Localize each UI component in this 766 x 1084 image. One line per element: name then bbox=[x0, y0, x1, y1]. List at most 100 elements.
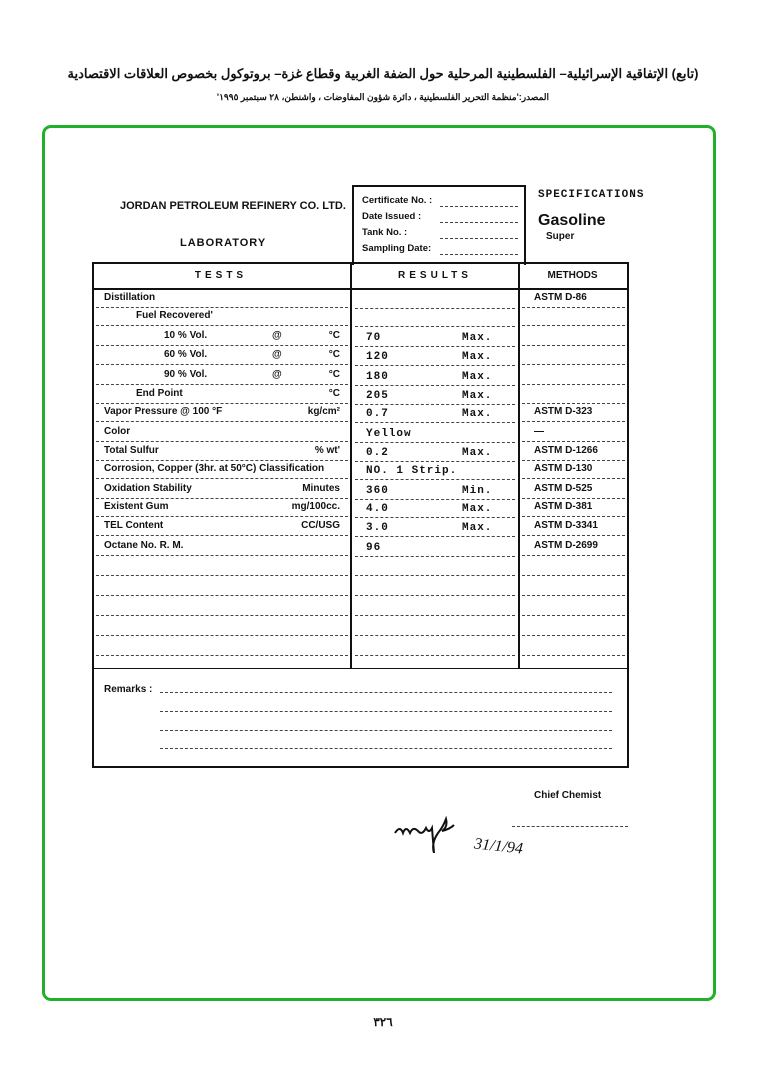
row-line bbox=[355, 499, 515, 500]
result-value: 205 bbox=[366, 390, 389, 402]
row-line bbox=[355, 517, 515, 518]
result-value: Yellow bbox=[366, 428, 412, 440]
test-name: End Point bbox=[136, 388, 183, 399]
result-value: 4.0 bbox=[366, 503, 389, 515]
row-line bbox=[96, 555, 348, 556]
test-name: Corrosion, Copper (3hr. at 50°C) Classif… bbox=[104, 463, 325, 474]
test-unit: °C bbox=[328, 388, 340, 399]
row-line bbox=[355, 655, 515, 656]
row-line bbox=[522, 325, 625, 326]
product-name: Gasoline bbox=[538, 212, 606, 229]
col-divider bbox=[350, 262, 352, 668]
remarks-line bbox=[160, 711, 612, 712]
row-line bbox=[355, 442, 515, 443]
result-limit: Max. bbox=[462, 522, 493, 534]
row-line bbox=[522, 595, 625, 596]
row-line bbox=[355, 404, 515, 405]
row-line bbox=[96, 595, 348, 596]
result-limit: Max. bbox=[462, 371, 493, 383]
result-limit: Max. bbox=[462, 447, 493, 459]
test-method: ASTM D-1266 bbox=[534, 445, 598, 456]
row-line bbox=[522, 307, 625, 308]
remarks-line bbox=[160, 730, 612, 731]
test-unit: mg/100cc. bbox=[291, 501, 340, 512]
row-line bbox=[96, 498, 348, 499]
signature-line bbox=[512, 826, 628, 827]
result-value: 96 bbox=[366, 542, 382, 554]
source-line: المصدر:'منظمة التحرير الفلسطينية ، دائرة… bbox=[216, 92, 550, 102]
row-line bbox=[355, 385, 515, 386]
remarks-label: Remarks : bbox=[104, 684, 153, 695]
row-line bbox=[355, 575, 515, 576]
row-line bbox=[96, 635, 348, 636]
row-line bbox=[355, 461, 515, 462]
row-line bbox=[522, 635, 625, 636]
row-line bbox=[522, 460, 625, 461]
test-method: ASTM D-86 bbox=[534, 292, 587, 303]
test-method: ASTM D-323 bbox=[534, 406, 593, 417]
row-line bbox=[355, 346, 515, 347]
row-line bbox=[96, 421, 348, 422]
row-line bbox=[522, 535, 625, 536]
test-method: ASTM D-2699 bbox=[534, 540, 598, 551]
row-line bbox=[96, 655, 348, 656]
test-name: Distillation bbox=[104, 292, 156, 303]
product-grade: Super bbox=[546, 231, 575, 242]
test-name: TEL Content bbox=[104, 520, 164, 531]
test-name: 60 % Vol. bbox=[164, 349, 208, 360]
test-name: Color bbox=[104, 426, 131, 437]
test-unit: °C bbox=[328, 369, 340, 380]
result-value: 0.7 bbox=[366, 408, 389, 420]
row-line bbox=[522, 478, 625, 479]
test-method: ASTM D-130 bbox=[534, 463, 593, 474]
row-line bbox=[355, 479, 515, 480]
row-line bbox=[355, 615, 515, 616]
test-name: 90 % Vol. bbox=[164, 369, 208, 380]
test-unit: % wt' bbox=[314, 445, 340, 456]
page-number: ٣٢٦ bbox=[373, 1015, 393, 1029]
row-line bbox=[522, 575, 625, 576]
at-symbol: @ bbox=[272, 330, 282, 341]
company-name: JORDAN PETROLEUM REFINERY CO. LTD. bbox=[120, 200, 346, 212]
row-line bbox=[96, 307, 348, 308]
row-line bbox=[96, 364, 348, 365]
remarks-divider bbox=[92, 668, 627, 669]
cert-field-label: Tank No. : bbox=[362, 227, 408, 238]
row-line bbox=[522, 345, 625, 346]
row-line bbox=[355, 556, 515, 557]
cert-field-line bbox=[440, 206, 518, 207]
cert-field-line bbox=[440, 238, 518, 239]
row-line bbox=[355, 365, 515, 366]
result-value: 0.2 bbox=[366, 447, 389, 459]
row-line bbox=[355, 308, 515, 309]
row-line bbox=[522, 498, 625, 499]
result-limit: Min. bbox=[462, 485, 493, 497]
test-name: Existent Gum bbox=[104, 501, 169, 512]
cert-field-line bbox=[440, 222, 518, 223]
at-symbol: @ bbox=[272, 369, 282, 380]
result-limit: Max. bbox=[462, 503, 493, 515]
department: LABORATORY bbox=[180, 237, 267, 249]
row-line bbox=[96, 460, 348, 461]
row-line bbox=[522, 364, 625, 365]
row-line bbox=[522, 516, 625, 517]
remarks-line bbox=[160, 692, 612, 693]
col-header-results: RESULTS bbox=[398, 270, 472, 281]
row-line bbox=[355, 536, 515, 537]
col-divider bbox=[518, 262, 520, 668]
result-value: NO. 1 Strip. bbox=[366, 465, 458, 477]
test-name: Fuel Recovered' bbox=[136, 310, 213, 321]
row-line bbox=[96, 345, 348, 346]
signature-image bbox=[394, 815, 455, 853]
test-name: Octane No. R. M. bbox=[104, 540, 184, 551]
test-unit: Minutes bbox=[302, 483, 340, 494]
remarks-line bbox=[160, 748, 612, 749]
page-title: (تابع) الإتفاقية الإسرائيلية– الفلسطينية… bbox=[67, 66, 699, 81]
row-line bbox=[96, 478, 348, 479]
test-method: ASTM D-381 bbox=[534, 501, 593, 512]
green-frame bbox=[42, 125, 716, 1001]
cert-field-label: Sampling Date: bbox=[362, 243, 432, 254]
row-line bbox=[96, 384, 348, 385]
test-name: 10 % Vol. bbox=[164, 330, 208, 341]
